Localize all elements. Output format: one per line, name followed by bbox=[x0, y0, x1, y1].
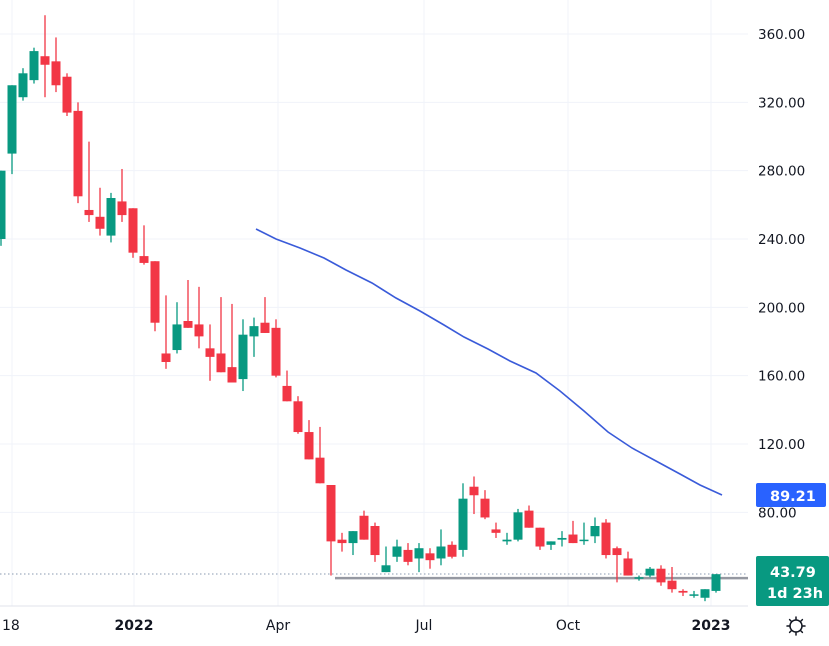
candle bbox=[62, 73, 72, 117]
candle bbox=[370, 522, 380, 562]
candle bbox=[700, 589, 710, 602]
moving-average-line bbox=[255, 228, 723, 496]
candle bbox=[590, 517, 600, 544]
candle bbox=[348, 531, 358, 556]
time-tick-label: 18 bbox=[2, 618, 20, 634]
candle bbox=[227, 303, 237, 383]
candle bbox=[612, 546, 622, 583]
candle bbox=[447, 541, 457, 559]
candle bbox=[29, 47, 39, 84]
candle bbox=[568, 520, 578, 544]
time-tick-label: Oct bbox=[556, 618, 581, 634]
candle bbox=[601, 519, 611, 559]
candle bbox=[711, 574, 721, 593]
candle bbox=[557, 531, 567, 547]
last-price-label: 43.79 bbox=[770, 565, 816, 581]
candle bbox=[359, 510, 369, 540]
candle bbox=[656, 565, 666, 586]
time-tick-label: Apr bbox=[266, 618, 290, 634]
candle bbox=[293, 396, 303, 434]
candle bbox=[667, 567, 677, 593]
candle bbox=[524, 505, 534, 528]
candle bbox=[260, 297, 270, 333]
last-price-badge: 43.79 1d 23h bbox=[756, 556, 829, 606]
candle bbox=[634, 575, 644, 581]
candle bbox=[458, 483, 468, 557]
candle bbox=[51, 37, 61, 93]
candle bbox=[535, 527, 545, 550]
candle bbox=[392, 539, 402, 562]
candle bbox=[326, 485, 336, 576]
candle bbox=[623, 551, 633, 576]
candle bbox=[403, 543, 413, 566]
candle bbox=[194, 286, 204, 349]
candle bbox=[678, 589, 688, 597]
candle bbox=[315, 426, 325, 484]
price-tick-label: 240.00 bbox=[758, 232, 805, 248]
candle bbox=[205, 324, 215, 381]
candle bbox=[480, 490, 490, 520]
candle bbox=[249, 317, 259, 357]
candle bbox=[282, 370, 292, 402]
price-tick-label: 320.00 bbox=[758, 95, 805, 111]
candle bbox=[645, 567, 655, 578]
candle bbox=[73, 102, 83, 204]
candle bbox=[139, 225, 149, 265]
price-tick-label: 120.00 bbox=[758, 437, 805, 453]
time-tick-label: 2022 bbox=[115, 618, 154, 634]
price-tick-label: 280.00 bbox=[758, 164, 805, 180]
price-axis[interactable]: 360.00 320.00 280.00 240.00 200.00 160.00 120.… bbox=[758, 27, 805, 521]
ma-value-badge: 89.21 bbox=[756, 483, 826, 507]
candle bbox=[513, 508, 523, 542]
candle bbox=[469, 476, 479, 515]
candle bbox=[106, 192, 116, 243]
candle bbox=[172, 302, 182, 354]
time-tick-label: 2023 bbox=[692, 618, 731, 634]
countdown-label: 1d 23h bbox=[767, 586, 823, 602]
candle bbox=[0, 170, 6, 246]
candle bbox=[546, 541, 556, 550]
ma-value-label: 89.21 bbox=[770, 489, 816, 505]
candle bbox=[502, 532, 512, 545]
candle bbox=[689, 590, 699, 598]
candle bbox=[183, 280, 193, 328]
candle bbox=[7, 85, 17, 175]
price-tick-label: 80.00 bbox=[758, 505, 797, 521]
candle bbox=[117, 168, 127, 222]
candle bbox=[491, 522, 501, 538]
candle bbox=[216, 297, 226, 373]
candle bbox=[128, 208, 138, 258]
candle bbox=[238, 319, 248, 392]
price-tick-label: 360.00 bbox=[758, 27, 805, 43]
grid bbox=[0, 0, 748, 607]
candle bbox=[337, 532, 347, 552]
candle bbox=[271, 319, 281, 378]
candle bbox=[381, 546, 391, 573]
price-tick-label: 160.00 bbox=[758, 369, 805, 385]
candle bbox=[18, 68, 28, 101]
candle bbox=[40, 15, 50, 98]
candle bbox=[304, 420, 314, 460]
candle bbox=[150, 261, 160, 332]
gear-icon[interactable] bbox=[786, 616, 806, 636]
candle bbox=[414, 543, 424, 573]
candle bbox=[95, 187, 105, 236]
candle bbox=[425, 548, 435, 569]
price-tick-label: 200.00 bbox=[758, 300, 805, 316]
candlestick-series bbox=[0, 15, 721, 602]
time-axis[interactable]: 18 2022 Apr Jul Oct 2023 bbox=[2, 618, 730, 634]
candle bbox=[579, 522, 589, 545]
candle bbox=[84, 141, 94, 222]
time-tick-label: Jul bbox=[415, 618, 433, 634]
candle bbox=[436, 529, 446, 566]
candle bbox=[161, 295, 171, 369]
